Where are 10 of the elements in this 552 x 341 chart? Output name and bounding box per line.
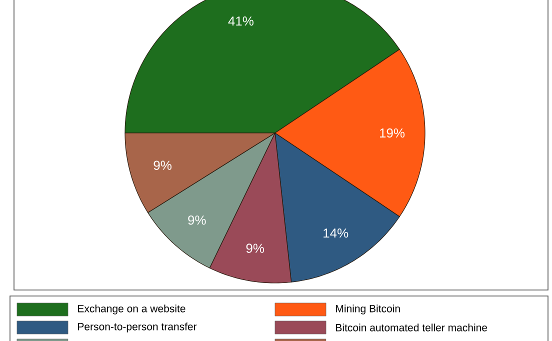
data-label: 9% <box>246 244 264 253</box>
data-label: 19% <box>380 128 405 138</box>
legend-label: Exchange on a website <box>78 304 186 314</box>
legend-label: Bitcoin automated teller machine <box>336 324 488 332</box>
data-label: 41% <box>228 16 254 26</box>
data-label: 9% <box>188 216 206 225</box>
legend-label: Mining Bitcoin <box>336 304 400 314</box>
data-label: 14% <box>324 228 348 238</box>
data-label: 9% <box>154 160 172 170</box>
legend-label: Person-to-person transfer <box>78 322 197 332</box>
